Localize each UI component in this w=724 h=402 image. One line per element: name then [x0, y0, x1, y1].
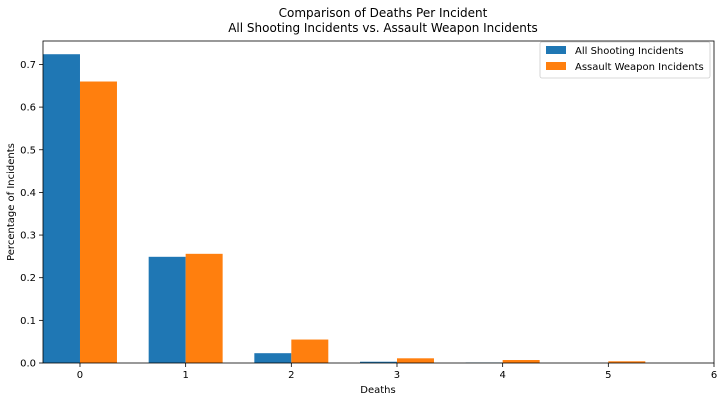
y-tick-label: 0.7 — [20, 60, 36, 71]
y-tick-label: 0.3 — [20, 231, 36, 242]
legend: All Shooting Incidents Assault Weapon In… — [539, 41, 711, 79]
x-tick-label: 3 — [394, 370, 400, 381]
y-tick-label: 0.6 — [20, 103, 36, 114]
bar-all-shooting-2 — [254, 353, 292, 363]
legend-label-all-shooting: All Shooting Incidents — [575, 46, 684, 57]
bar-assault-weapon-0 — [79, 81, 117, 364]
bar-all-shooting-1 — [148, 256, 186, 363]
legend-label-assault-weapon: Assault Weapon Incidents — [575, 62, 704, 73]
x-tick-label: 5 — [605, 370, 611, 381]
bar-assault-weapon-1 — [185, 253, 223, 363]
chart-subtitle: All Shooting Incidents vs. Assault Weapo… — [228, 21, 538, 35]
y-tick-label: 0.2 — [20, 273, 36, 284]
bar-all-shooting-0 — [43, 54, 80, 363]
legend-swatch-assault-weapon — [546, 62, 566, 70]
y-axis-ticks: 0.0 0.1 0.2 0.3 0.4 0.5 0.6 0.7 — [20, 60, 43, 370]
bar-assault-weapon-3 — [396, 358, 434, 363]
bar-assault-weapon-2 — [291, 339, 329, 363]
x-tick-label: 1 — [182, 370, 188, 381]
x-axis-label: Deaths — [360, 385, 395, 396]
bar-assault-weapon-5 — [608, 361, 646, 363]
bar-all-shooting-3 — [360, 361, 397, 363]
x-tick-label: 6 — [711, 370, 717, 381]
x-tick-label: 0 — [77, 370, 83, 381]
legend-frame — [539, 41, 711, 79]
y-tick-label: 0.5 — [20, 145, 36, 156]
plot-frame — [42, 40, 715, 364]
x-tick-label: 4 — [499, 370, 505, 381]
y-tick-label: 0.4 — [20, 188, 36, 199]
y-axis-label: Percentage of Incidents — [6, 143, 17, 261]
bars-group — [43, 54, 646, 364]
legend-swatch-all-shooting — [546, 46, 566, 54]
y-tick-label: 0.1 — [20, 316, 36, 327]
y-tick-label: 0.0 — [20, 359, 36, 370]
chart-title: Comparison of Deaths Per Incident — [279, 6, 488, 20]
x-axis-ticks: 0 1 2 3 4 5 6 — [77, 363, 717, 381]
bar-assault-weapon-4 — [502, 360, 540, 363]
x-tick-label: 2 — [288, 370, 294, 381]
